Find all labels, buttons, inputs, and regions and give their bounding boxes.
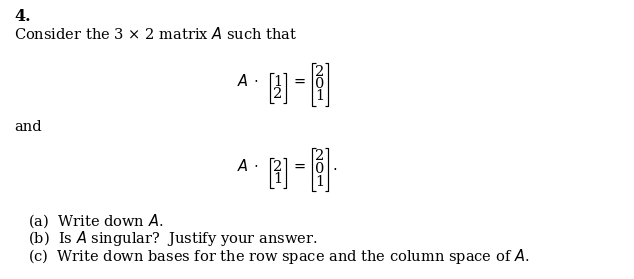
Text: 4.: 4. [14,8,30,25]
Text: Consider the 3 × 2 matrix $A$ such that: Consider the 3 × 2 matrix $A$ such that [14,26,297,42]
Text: $=$: $=$ [291,159,307,173]
Text: and: and [14,120,42,134]
Text: 2: 2 [273,160,283,174]
Text: $A\,\cdot$: $A\,\cdot$ [237,158,258,174]
Text: (a)  Write down $A$.: (a) Write down $A$. [28,212,164,230]
Text: 0: 0 [315,162,325,176]
Text: $=$: $=$ [291,74,307,88]
Text: 0: 0 [315,77,325,91]
Text: 2: 2 [273,87,283,101]
Text: $.$: $.$ [332,159,337,173]
Text: 2: 2 [315,64,325,78]
Text: (b)  Is $A$ singular?  Justify your answer.: (b) Is $A$ singular? Justify your answer… [28,230,318,249]
Text: 1: 1 [316,90,325,104]
Text: 1: 1 [273,172,283,186]
Text: 2: 2 [315,150,325,163]
Text: $A\,\cdot$: $A\,\cdot$ [237,73,258,89]
Text: 1: 1 [273,75,283,89]
Text: (c)  Write down bases for the row space and the column space of $A$.: (c) Write down bases for the row space a… [28,247,529,266]
Text: 1: 1 [316,174,325,189]
